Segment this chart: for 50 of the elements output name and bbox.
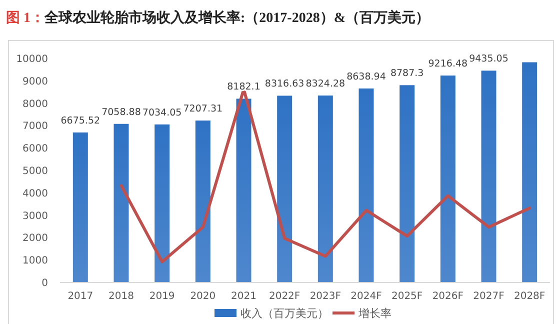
bar — [277, 96, 292, 282]
bar — [195, 120, 210, 282]
x-tick-label: 2026F — [432, 291, 464, 302]
data-label: 8316.63 — [264, 78, 304, 90]
bar — [440, 76, 456, 282]
bar — [358, 88, 374, 282]
data-label: 7058.88 — [102, 106, 141, 118]
bar — [400, 85, 415, 282]
data-label: 9435.05 — [469, 54, 508, 65]
x-tick-label: 2018 — [108, 291, 134, 302]
bar — [318, 96, 333, 282]
data-label: 6675.52 — [60, 115, 100, 126]
x-tick-label: 2025F — [391, 291, 423, 302]
data-label: 8787.3 — [390, 68, 424, 80]
bar — [522, 62, 538, 282]
legend-label: 收入（百万美元） — [240, 307, 328, 320]
x-tick-label: 2024F — [350, 291, 382, 302]
data-label: 8324.28 — [306, 78, 346, 90]
x-tick-label: 2022F — [268, 291, 300, 302]
x-tick-label: 2027F — [473, 291, 505, 302]
y-tick-label: 5000 — [22, 166, 48, 177]
x-tick-label: 2023F — [310, 291, 342, 302]
y-tick-label: 1000 — [22, 256, 48, 267]
legend-label: 增长率 — [358, 307, 392, 320]
x-tick-label: 2028F — [514, 291, 546, 302]
caption: 图 1： — [6, 10, 44, 26]
x-tick-label: 2021 — [231, 291, 256, 302]
y-tick-label: 3000 — [22, 210, 48, 222]
y-tick-label: 0 — [42, 278, 48, 289]
y-tick-label: 8000 — [22, 98, 48, 110]
data-label: 7034.05 — [142, 107, 182, 118]
bar — [114, 124, 129, 282]
y-tick-label: 10000 — [16, 54, 48, 65]
y-tick-label: 4000 — [22, 188, 48, 200]
x-tick-label: 2020 — [190, 291, 216, 302]
y-tick-label: 6000 — [22, 144, 48, 155]
data-label: 8638.94 — [346, 71, 386, 82]
data-label: 9216.48 — [428, 58, 468, 70]
y-tick-label: 7000 — [22, 121, 48, 132]
bar — [154, 124, 170, 282]
bar — [236, 98, 252, 282]
data-label: 7207.31 — [183, 104, 223, 115]
x-tick-label: 2019 — [149, 291, 175, 302]
bar — [72, 132, 88, 282]
x-tick-label: 2017 — [68, 291, 94, 302]
y-tick-label: 9000 — [22, 76, 48, 88]
bar — [481, 70, 496, 282]
data-label: 8182.1 — [227, 82, 260, 93]
chart-title: 全球农业轮胎市场收入及增长率:（2017-2028）&（百万美元） — [44, 9, 430, 26]
y-tick-label: 2000 — [22, 233, 48, 244]
